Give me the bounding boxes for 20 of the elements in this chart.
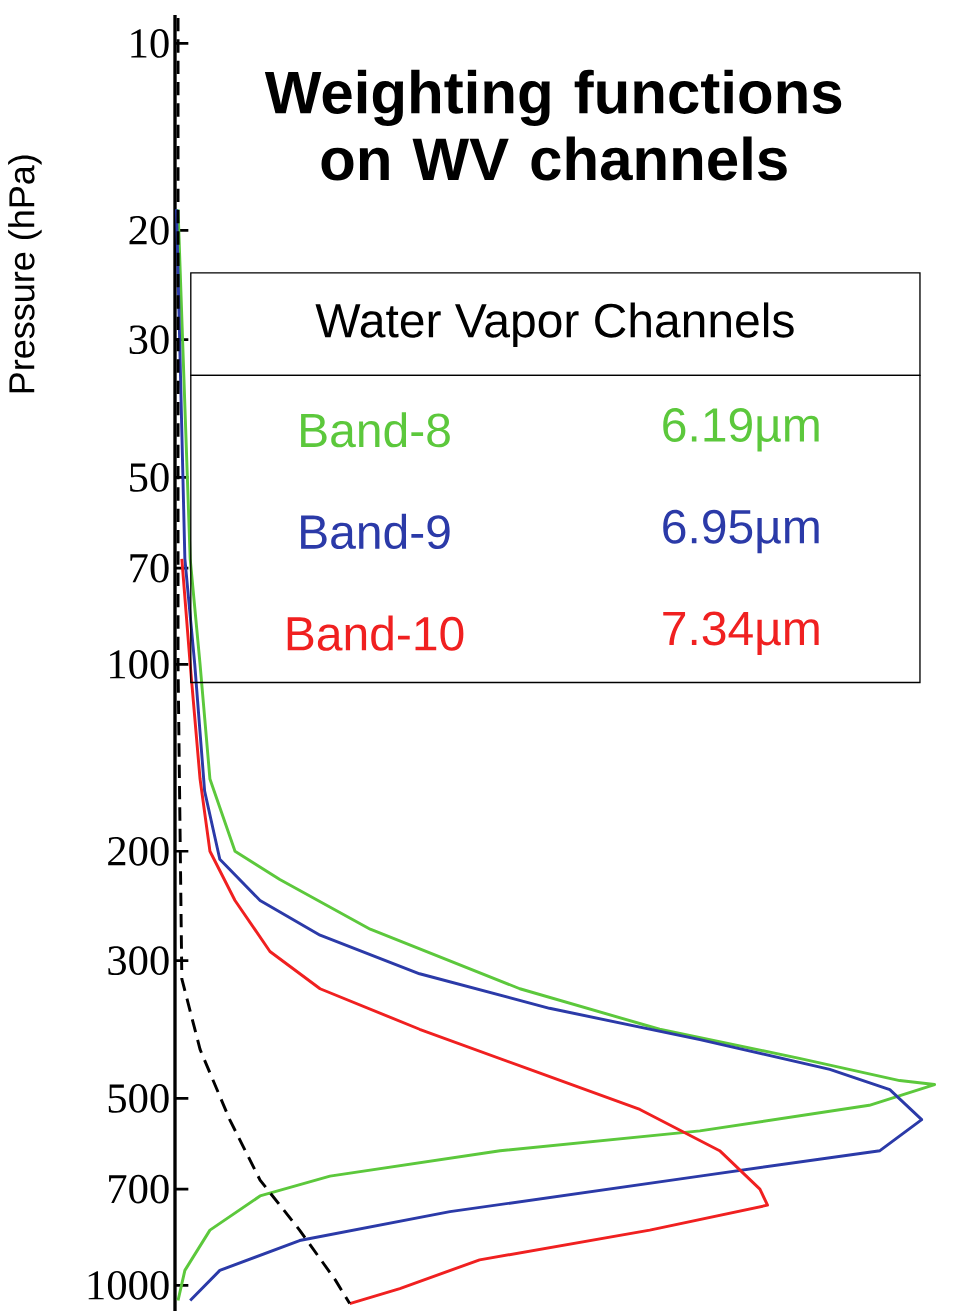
y-tick-label: 100 bbox=[110, 649, 169, 679]
annotation: 7.34µm bbox=[663, 611, 819, 655]
y-tick-label: 200 bbox=[108, 836, 169, 866]
y-tick-label: 20 bbox=[129, 215, 169, 245]
legend-title: Water Vapor Channels bbox=[315, 302, 794, 348]
text: Band-9 bbox=[301, 513, 450, 550]
y-tick-label: 500 bbox=[108, 1084, 169, 1113]
y-tick-label: 700 bbox=[109, 1174, 169, 1204]
y-tick-label: 300 bbox=[108, 946, 169, 976]
text: Band-8 bbox=[301, 412, 450, 448]
y-tick-label: 10 bbox=[131, 29, 169, 58]
annotation: 6.95µm bbox=[663, 509, 819, 554]
y-tick-label: 30 bbox=[129, 325, 169, 355]
text: Band-10 bbox=[287, 615, 464, 651]
y-tick-label: 1000 bbox=[88, 1270, 169, 1300]
y-tick-label: 70 bbox=[130, 553, 169, 583]
y-axis-title: Pressure (hPa) bbox=[8, 155, 42, 393]
annotation: 6.19µm bbox=[663, 408, 819, 452]
text: Weighting functions on WV channels bbox=[264, 69, 842, 181]
y-tick-label: 50 bbox=[130, 463, 169, 492]
